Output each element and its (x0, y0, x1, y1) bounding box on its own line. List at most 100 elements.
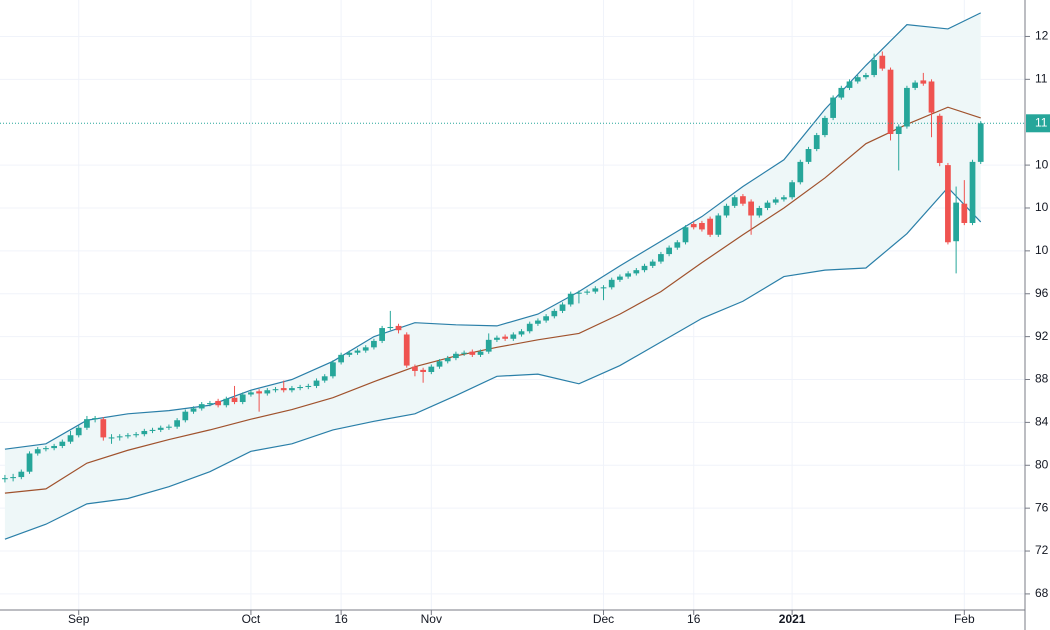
candle-body (764, 202, 771, 208)
y-tick-label: 96 (1035, 286, 1049, 300)
candle-body (912, 82, 918, 88)
candle-body (174, 420, 180, 427)
candle-body (34, 449, 41, 454)
x-tick-label: Dec (593, 612, 614, 626)
candle-body (362, 347, 369, 351)
candle-body (387, 326, 394, 329)
candle-body (567, 293, 574, 305)
y-tick-label: 10 (1035, 200, 1049, 214)
candle-body (969, 161, 976, 223)
candle-body (928, 81, 935, 113)
candle-body (141, 430, 148, 435)
candle-body (600, 287, 607, 289)
candle-body (166, 426, 172, 428)
candle-body (813, 135, 820, 150)
candle-body (428, 366, 435, 373)
candle-body (559, 304, 566, 311)
candle-body (895, 126, 902, 135)
band-upper (4, 12, 981, 450)
candle-body (625, 273, 631, 277)
candle-body (2, 478, 8, 480)
candle-body (379, 328, 385, 341)
x-tick-label: Nov (421, 612, 442, 626)
candle-body (830, 97, 836, 118)
candle-body (371, 340, 377, 348)
candle-body (649, 261, 656, 266)
candle-body (543, 316, 549, 321)
candle-body (658, 254, 664, 262)
candle-body (248, 392, 254, 395)
candle-body (215, 400, 221, 406)
y-tick-label: 80 (1035, 457, 1049, 471)
candle-body (617, 276, 623, 280)
candle-body (231, 397, 238, 403)
candle-body (157, 427, 164, 430)
candle-body (125, 435, 131, 437)
band-fill (4, 12, 981, 540)
candle-body (576, 292, 582, 294)
candle-body (797, 161, 804, 183)
x-tick-label: 16 (334, 612, 348, 626)
candle-body (469, 351, 476, 355)
candle-body (51, 445, 57, 449)
candle-body (18, 471, 25, 478)
y-tick-label: 72 (1035, 543, 1049, 557)
y-tick-label: 92 (1035, 329, 1049, 343)
x-tick-label: 2021 (779, 612, 806, 626)
candle-body (633, 270, 640, 274)
candle-body (198, 404, 205, 409)
candle-body (871, 60, 877, 76)
candle-body (666, 247, 672, 255)
candle-body (740, 196, 746, 204)
candle-body (772, 199, 779, 203)
candle-body (289, 388, 295, 391)
x-tick-label: 16 (687, 612, 701, 626)
candle-body (961, 203, 968, 223)
candle-body (936, 115, 943, 163)
candle-body (207, 403, 213, 405)
candle-body (108, 437, 115, 439)
candle-body (485, 339, 492, 352)
candle-body (305, 385, 312, 388)
candle-body (256, 391, 262, 394)
candle-body (444, 358, 451, 362)
candle-body (43, 448, 49, 450)
candle-body (879, 55, 886, 69)
candle-body (846, 81, 853, 88)
candle-body (945, 165, 951, 243)
candle-body (412, 366, 418, 371)
last-price-box (1026, 114, 1050, 133)
candle-body (535, 320, 541, 324)
candle-body (10, 477, 16, 479)
candle-body (977, 123, 984, 162)
candle-body (26, 453, 33, 472)
candle-body (149, 429, 156, 431)
candle-body (551, 310, 558, 317)
candle-body (584, 291, 590, 293)
candle-body (715, 215, 722, 235)
candle-body (748, 201, 754, 216)
candle-body (354, 350, 361, 353)
last-price-label: 11 (1035, 115, 1048, 129)
y-tick-label: 10 (1035, 243, 1049, 257)
candle-body (731, 197, 738, 206)
x-tick-label: Sep (68, 612, 90, 626)
candle-body (510, 334, 517, 339)
candle-body (92, 418, 98, 420)
candle-body (453, 353, 459, 359)
candle-body (395, 325, 402, 331)
y-tick-label: 84 (1035, 415, 1049, 429)
candle-body (223, 398, 230, 406)
candle-body (854, 77, 861, 82)
candle-body (280, 388, 287, 391)
candle-body (59, 441, 66, 446)
y-tick-label: 68 (1035, 586, 1049, 600)
candle-body (723, 205, 730, 216)
candle-body (182, 411, 189, 421)
candle-body (707, 218, 713, 235)
candle-body (592, 288, 599, 292)
y-tick-label: 10 (1035, 157, 1049, 171)
candle-body (904, 87, 910, 127)
candle-body (190, 408, 197, 412)
